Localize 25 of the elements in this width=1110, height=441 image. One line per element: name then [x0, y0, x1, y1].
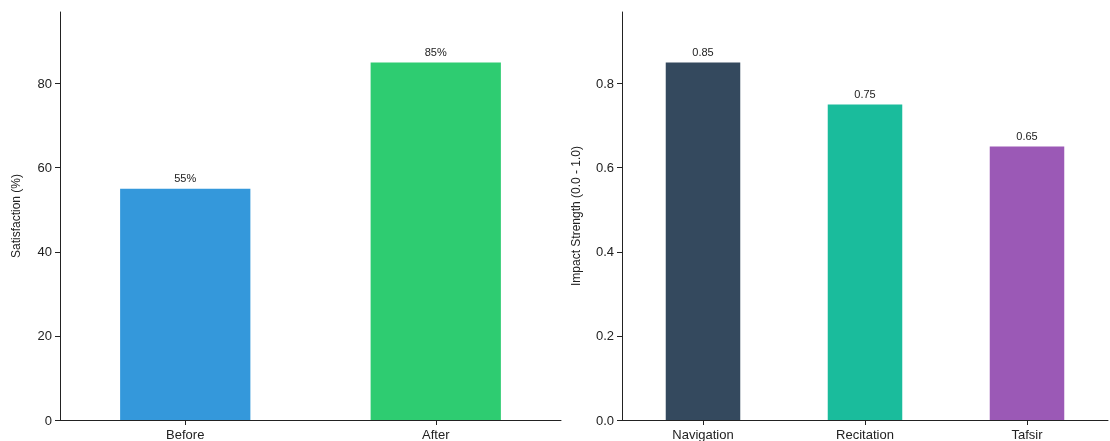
y-tick-label: 20 — [37, 328, 52, 344]
x-tick-label: Tafsir — [1011, 427, 1044, 441]
x-tick-label: After — [422, 427, 451, 441]
x-tick-label: Recitation — [836, 427, 894, 441]
y-tick-label: 0.2 — [595, 328, 614, 344]
y-axis-title: Satisfaction (%) — [9, 173, 23, 259]
data-label: 85% — [424, 45, 447, 58]
data-label: 55% — [174, 172, 197, 185]
y-tick-label: 0.6 — [595, 160, 614, 176]
y-tick-label: 80 — [37, 76, 52, 92]
y-tick-label: 0.8 — [595, 76, 614, 92]
y-tick-label: 0 — [44, 412, 52, 428]
bar — [989, 146, 1065, 420]
bar — [665, 62, 741, 420]
x-tick-label: Before — [166, 427, 205, 441]
y-tick-label: 60 — [37, 160, 52, 176]
bar — [827, 104, 903, 420]
y-tick-label: 0.4 — [595, 244, 614, 260]
data-label: 0.85 — [692, 45, 714, 58]
y-tick-label: 0.0 — [595, 412, 614, 428]
y-axis-title: Impact Strength (0.0 - 1.0) — [569, 145, 583, 287]
x-tick-label: Navigation — [672, 427, 734, 441]
data-label: 0.65 — [1016, 130, 1038, 143]
y-tick-label: 40 — [37, 244, 52, 260]
data-label: 0.75 — [854, 88, 876, 101]
